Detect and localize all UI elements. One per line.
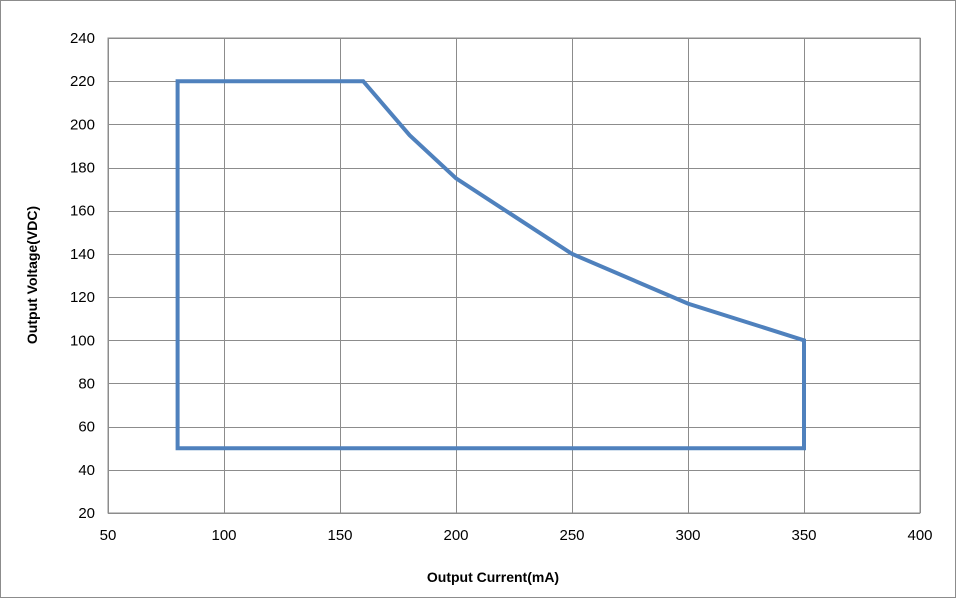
x-tick-label: 350 bbox=[791, 527, 816, 544]
y-tick-label: 20 bbox=[78, 505, 95, 522]
x-axis-title: Output Current(mA) bbox=[427, 569, 559, 585]
x-tick-label: 150 bbox=[327, 527, 352, 544]
x-tick-labels: 50 100 150 200 250 300 350 400 bbox=[100, 527, 933, 544]
x-tick-label: 100 bbox=[211, 527, 236, 544]
x-tick-label: 400 bbox=[907, 527, 932, 544]
x-tick-label: 200 bbox=[443, 527, 468, 544]
y-tick-label: 200 bbox=[70, 116, 95, 133]
plot-border bbox=[107, 37, 921, 514]
y-tick-label: 60 bbox=[78, 419, 95, 436]
y-tick-label: 140 bbox=[70, 246, 95, 263]
x-tick-label: 250 bbox=[559, 527, 584, 544]
y-tick-label: 100 bbox=[70, 332, 95, 349]
y-tick-label: 220 bbox=[70, 73, 95, 90]
x-tick-label: 50 bbox=[100, 527, 117, 544]
x-tick-label: 300 bbox=[675, 527, 700, 544]
y-axis-title: Output Voltage(VDC) bbox=[24, 206, 40, 344]
y-tick-label: 80 bbox=[78, 375, 95, 392]
y-tick-label: 40 bbox=[78, 462, 95, 479]
y-tick-label: 240 bbox=[70, 30, 95, 47]
y-tick-labels: 20 40 60 80 100 120 140 160 180 200 220 240 bbox=[70, 30, 95, 522]
y-tick-label: 160 bbox=[70, 203, 95, 220]
y-tick-label: 120 bbox=[70, 289, 95, 306]
y-tick-label: 180 bbox=[70, 160, 95, 177]
operating-area-line bbox=[175, 79, 806, 451]
series-group bbox=[175, 79, 806, 451]
plot-area bbox=[108, 38, 920, 513]
